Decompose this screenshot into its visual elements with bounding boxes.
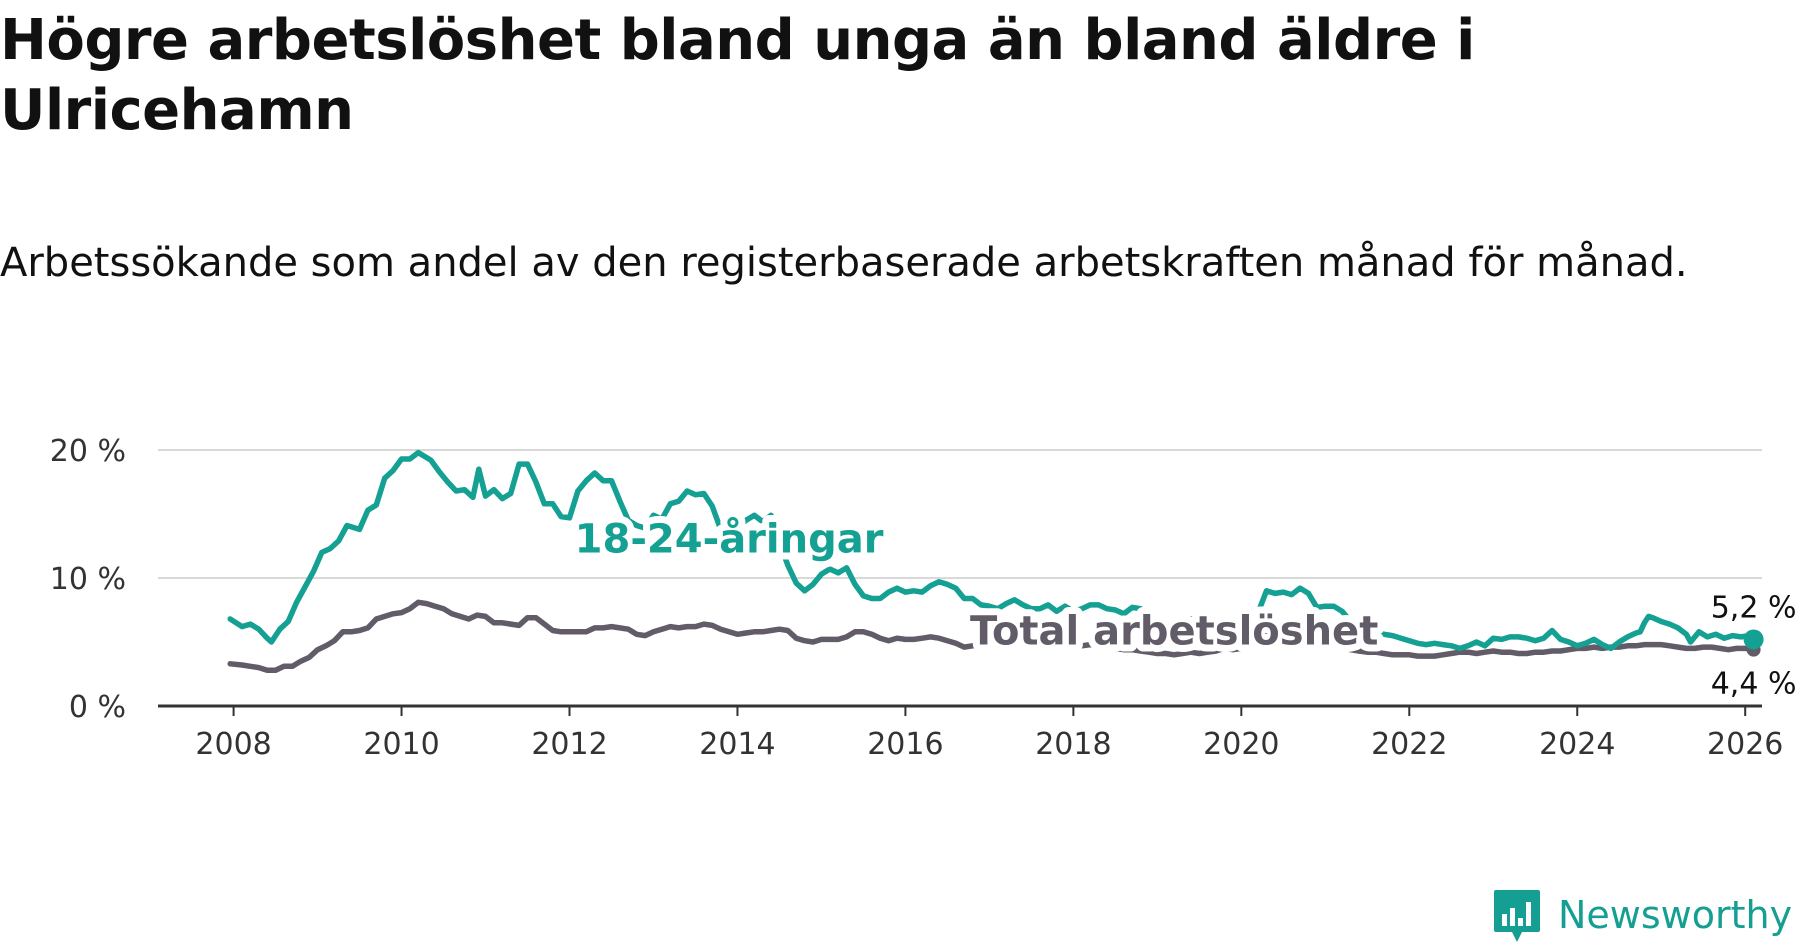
x-tick-label: 2024 bbox=[1539, 727, 1615, 762]
x-tick-label: 2020 bbox=[1203, 727, 1279, 762]
newsworthy-logo: Newsworthy bbox=[1492, 888, 1792, 944]
end-label-young: 5,2 % bbox=[1711, 590, 1797, 625]
series-line-total bbox=[227, 599, 1757, 673]
brand-name: Newsworthy bbox=[1558, 893, 1793, 937]
series-label-young: 18-24-åringar bbox=[575, 515, 884, 562]
x-tick-label: 2012 bbox=[531, 727, 607, 762]
x-tick-label: 2010 bbox=[363, 727, 439, 762]
series-label-total: Total arbetslöshet bbox=[970, 609, 1378, 655]
y-tick-label: 10 % bbox=[50, 562, 126, 597]
series-line-young bbox=[227, 449, 1757, 652]
x-axis: 2008 2010 2012 2014 2016 2018 2020 2022 2024 2026 bbox=[158, 704, 1783, 762]
x-tick-label: 2022 bbox=[1371, 727, 1447, 762]
x-tick-label: 2008 bbox=[195, 727, 271, 762]
chart-subtitle: Arbetssökande som andel av den registerb… bbox=[0, 240, 1688, 286]
x-tick-label: 2018 bbox=[1035, 727, 1111, 762]
series-labels: 18-24-åringar Total arbetslöshet 5,2 % 4,4 … bbox=[568, 508, 1800, 704]
x-tick-label: 2014 bbox=[699, 727, 775, 762]
x-tick-label: 2016 bbox=[867, 727, 943, 762]
y-axis: 0 % 10 % 20 % bbox=[50, 434, 126, 725]
end-point-young bbox=[1743, 629, 1764, 650]
x-tick-label: 2026 bbox=[1707, 727, 1783, 762]
y-tick-label: 0 % bbox=[69, 690, 126, 725]
chart-title: Högre arbetslöshet bland unga än bland ä… bbox=[0, 8, 1475, 143]
newsworthy-bar-chart-icon bbox=[1494, 890, 1540, 942]
y-tick-label: 20 % bbox=[50, 434, 126, 469]
series-lines bbox=[227, 449, 1764, 673]
line-chart: 0 % 10 % 20 % 2008 2010 2012 2014 2016 2018 2020… bbox=[49, 434, 1800, 762]
end-label-total: 4,4 % bbox=[1711, 667, 1797, 702]
gridlines bbox=[158, 449, 1762, 579]
